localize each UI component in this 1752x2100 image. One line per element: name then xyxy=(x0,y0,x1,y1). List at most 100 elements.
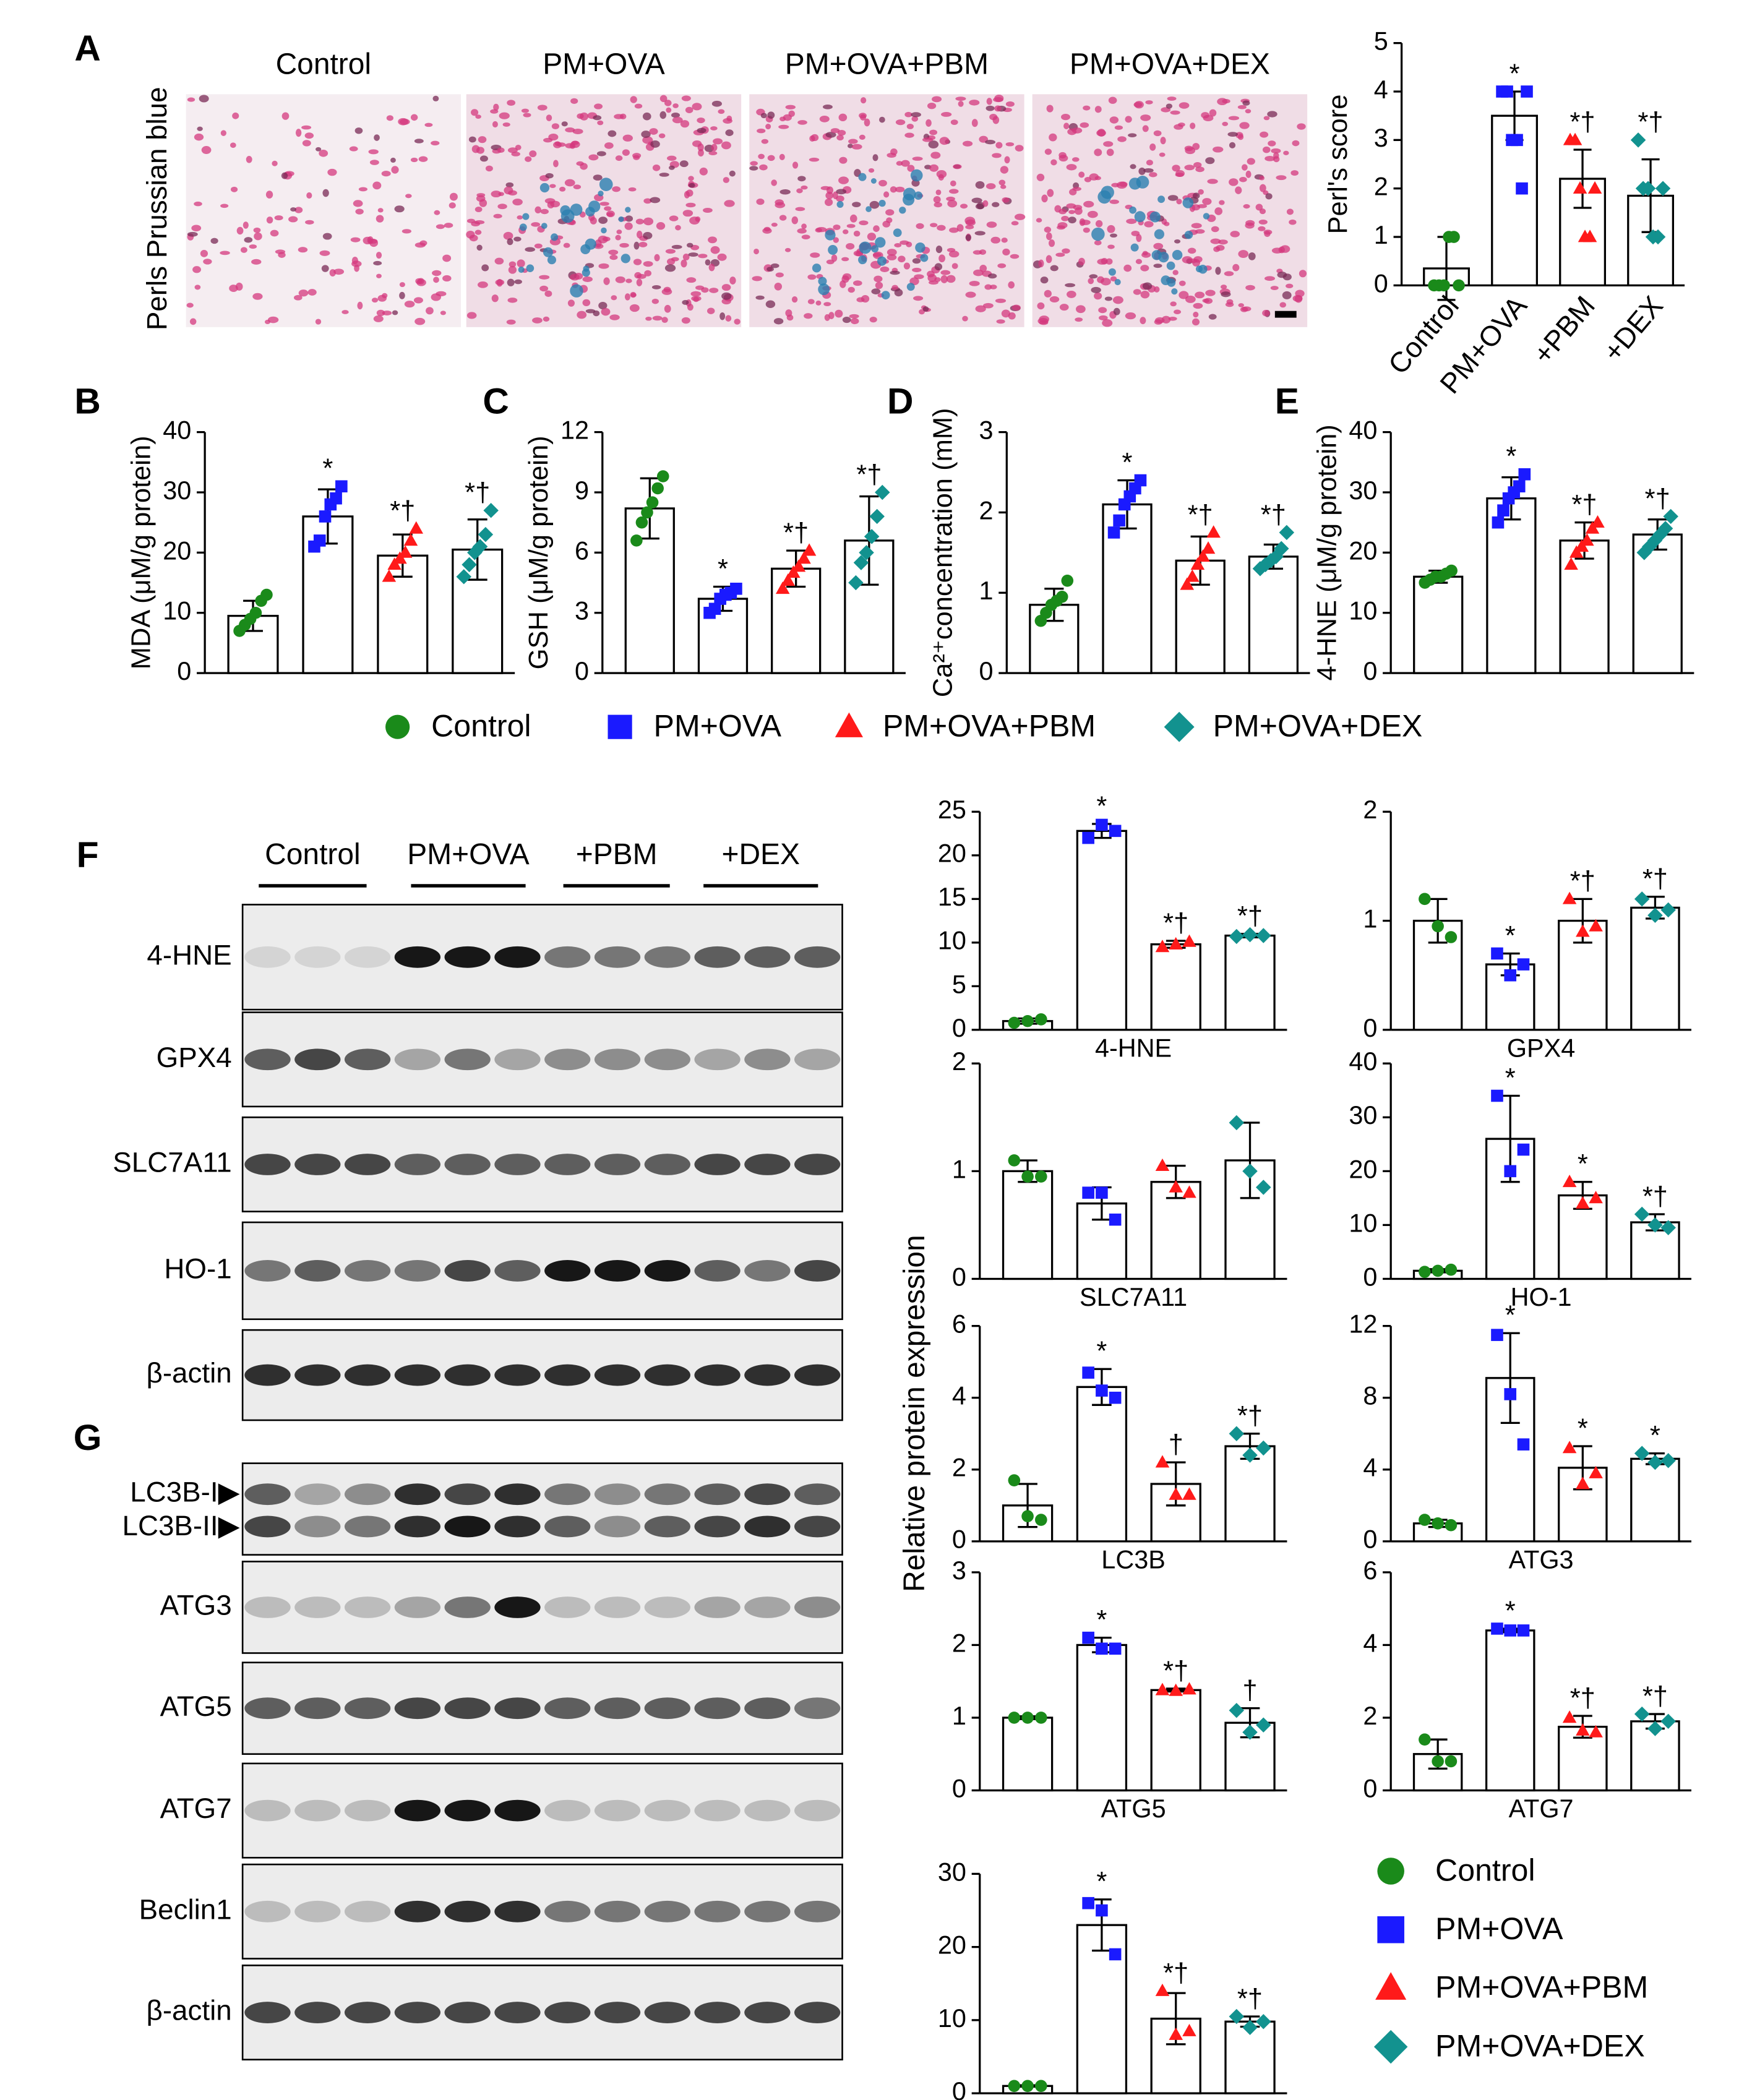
cell xyxy=(823,302,831,306)
marker-circle xyxy=(1035,1514,1047,1526)
cell xyxy=(494,257,504,265)
cell xyxy=(503,231,513,240)
cell xyxy=(253,227,261,233)
cell xyxy=(973,250,982,255)
cell xyxy=(1063,122,1070,129)
bar xyxy=(1630,1457,1680,1543)
band xyxy=(544,1483,591,1506)
marker-square xyxy=(1082,1186,1094,1199)
iron-deposit xyxy=(1130,243,1139,252)
cell xyxy=(637,230,643,239)
cell xyxy=(754,248,759,255)
y-tick-label: 5 xyxy=(952,970,966,998)
y-tick-label: 2 xyxy=(1363,795,1377,824)
cell xyxy=(1262,146,1271,153)
band xyxy=(444,946,491,968)
marker-diamond xyxy=(848,575,864,591)
x-axis-label: Beclin1 xyxy=(1091,2098,1175,2100)
cell xyxy=(949,189,959,194)
band xyxy=(244,2002,291,2023)
cell xyxy=(506,319,516,325)
marker-diamond xyxy=(1279,525,1295,541)
cell xyxy=(703,207,713,213)
band xyxy=(794,946,841,968)
band xyxy=(794,1697,841,1720)
band xyxy=(494,1515,541,1538)
marker-diamond xyxy=(1660,1220,1676,1236)
cell xyxy=(1039,315,1050,323)
cell xyxy=(864,118,870,127)
cell xyxy=(449,202,456,209)
cell xyxy=(1046,105,1054,113)
cell xyxy=(900,240,909,245)
cell xyxy=(367,236,374,244)
band xyxy=(494,1900,541,1922)
marker-triangle xyxy=(1185,569,1200,582)
cell xyxy=(804,313,813,319)
marker-triangle xyxy=(1582,229,1597,242)
iron-deposit xyxy=(1184,230,1193,239)
marker-square xyxy=(1096,818,1108,831)
cell xyxy=(1265,156,1276,161)
band xyxy=(644,1048,690,1071)
cell xyxy=(474,229,482,235)
cell xyxy=(874,275,883,283)
cell xyxy=(919,309,925,315)
significance: *† xyxy=(1642,1681,1668,1711)
cell xyxy=(1057,222,1068,229)
cell xyxy=(666,107,672,113)
band xyxy=(744,1048,791,1071)
significance: *† xyxy=(1642,864,1668,894)
cell xyxy=(729,170,736,177)
y-tick-label: 20 xyxy=(1349,536,1377,565)
cell xyxy=(1107,225,1115,233)
marker-circle xyxy=(1445,1519,1458,1532)
iron-deposit xyxy=(1108,268,1116,276)
cell xyxy=(508,266,517,274)
marker-diamond xyxy=(1229,1115,1245,1131)
cell xyxy=(1119,181,1128,187)
marker-circle xyxy=(249,606,262,619)
cell xyxy=(246,156,252,163)
cell xyxy=(1145,100,1153,105)
cell xyxy=(1172,165,1180,172)
band xyxy=(444,1483,491,1506)
marker-triangle xyxy=(1182,1487,1196,1500)
cell xyxy=(504,186,513,195)
cell xyxy=(1242,100,1250,106)
significance: * xyxy=(1578,1149,1588,1179)
band xyxy=(644,1260,690,1282)
cell xyxy=(887,254,897,260)
significance: *† xyxy=(1163,1958,1188,1988)
cell xyxy=(537,105,548,111)
cell xyxy=(240,247,247,253)
cell xyxy=(1002,197,1010,203)
cell xyxy=(792,161,799,169)
cell xyxy=(774,282,783,291)
band xyxy=(344,1596,391,1618)
cell xyxy=(609,254,618,260)
cell xyxy=(544,290,552,297)
cell xyxy=(1276,175,1287,181)
significance: *† xyxy=(1570,867,1595,896)
shared-y-label: Relative protein expression xyxy=(898,1235,931,1592)
cell xyxy=(890,186,897,193)
cell xyxy=(659,95,668,103)
cell xyxy=(1068,216,1076,224)
cell xyxy=(929,164,939,172)
cell xyxy=(682,253,690,261)
cell xyxy=(1098,315,1108,320)
iron-deposit xyxy=(877,256,887,266)
band xyxy=(394,1364,441,1386)
marker-triangle xyxy=(1155,940,1170,953)
cell xyxy=(994,94,1004,102)
band xyxy=(294,1483,341,1506)
bar xyxy=(1150,1689,1201,1792)
cell xyxy=(758,153,765,160)
cell xyxy=(266,216,273,224)
cell xyxy=(1101,278,1111,286)
cell xyxy=(841,257,849,262)
y-axis-label: Ca²⁺concentration (mM) xyxy=(929,408,958,697)
iron-deposit xyxy=(551,233,559,241)
cell xyxy=(535,206,541,214)
